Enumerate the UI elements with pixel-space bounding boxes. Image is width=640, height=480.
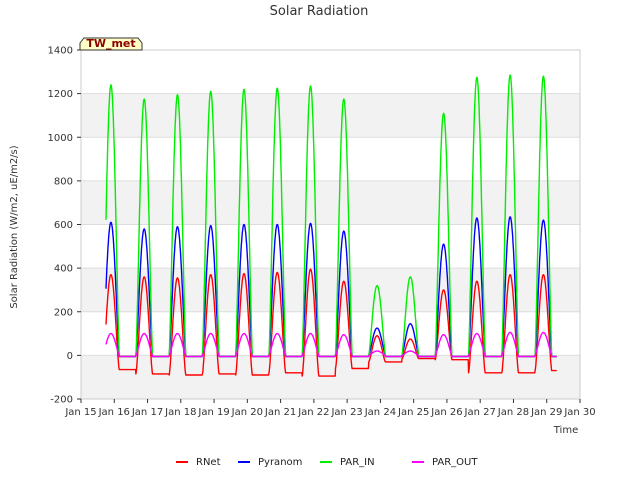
y-tick-label: 200	[54, 307, 73, 318]
x-tick-label: Jan 23	[330, 407, 362, 418]
background-band	[81, 93, 580, 138]
y-tick-label: 600	[54, 220, 73, 231]
background-band	[81, 50, 580, 94]
x-tick-label: Jan 24	[364, 407, 396, 418]
background-band	[81, 137, 580, 181]
x-tick-label: Jan 28	[497, 407, 529, 418]
x-axis: Jan 15 Jan 16 Jan 17 Jan 18 Jan 19 Jan 20 Jan …	[64, 399, 596, 418]
legend-label: Pyranom	[258, 457, 302, 468]
x-tick-label: Jan 19	[197, 407, 229, 418]
legend-label: PAR_IN	[340, 457, 375, 468]
background-band	[81, 311, 580, 356]
y-tick-label: 1400	[48, 46, 73, 57]
series-lines	[105, 74, 558, 377]
station-badge-label: TW_met	[86, 37, 135, 50]
background-band	[81, 268, 580, 312]
x-tick-label: Jan 16	[98, 407, 130, 418]
x-tick-label: Jan 27	[464, 407, 496, 418]
chart-title: Solar Radiation	[270, 4, 369, 19]
series-line-par-out	[105, 331, 558, 358]
y-tick-label: -200	[50, 395, 73, 406]
legend-label: RNet	[196, 457, 221, 468]
x-tick-label: Jan 26	[430, 407, 462, 418]
background-bands	[81, 50, 580, 399]
x-axis-title: Time	[553, 425, 578, 436]
legend-item-par-out: PAR_OUT	[412, 457, 478, 468]
background-band	[81, 224, 580, 269]
y-tick-label: 800	[54, 176, 73, 187]
x-tick-label: Jan 25	[397, 407, 429, 418]
station-badge: TW_met	[79, 37, 143, 51]
series-line-rnet	[105, 268, 558, 377]
y-tick-label: 1200	[48, 89, 73, 100]
x-tick-label: Jan 22	[297, 407, 329, 418]
x-tick-label: Jan 20	[231, 407, 263, 418]
y-axis-title: Solar Radiation (W/m2, uE/m2/s)	[9, 145, 20, 308]
x-tick-label: Jan 17	[131, 407, 163, 418]
y-tick-label: 400	[54, 264, 73, 275]
background-band	[81, 355, 580, 399]
legend-item-pyranom: Pyranom	[238, 457, 302, 468]
x-tick-label: Jan 18	[164, 407, 196, 418]
y-tick-label: 0	[67, 351, 73, 362]
x-tick-label: Jan 21	[264, 407, 296, 418]
y-axis: -200 0 200 400 600 800 1000 1200 1400	[48, 46, 81, 406]
legend: RNet Pyranom PAR_IN PAR_OUT	[176, 457, 478, 468]
x-tick-label: Jan 30	[563, 407, 595, 418]
legend-item-par-in: PAR_IN	[320, 457, 375, 468]
x-tick-label: Jan 15	[64, 407, 96, 418]
legend-label: PAR_OUT	[432, 457, 478, 468]
legend-item-rnet: RNet	[176, 457, 221, 468]
x-tick-label: Jan 29	[530, 407, 562, 418]
y-tick-label: 1000	[48, 133, 73, 144]
background-band	[81, 180, 580, 225]
